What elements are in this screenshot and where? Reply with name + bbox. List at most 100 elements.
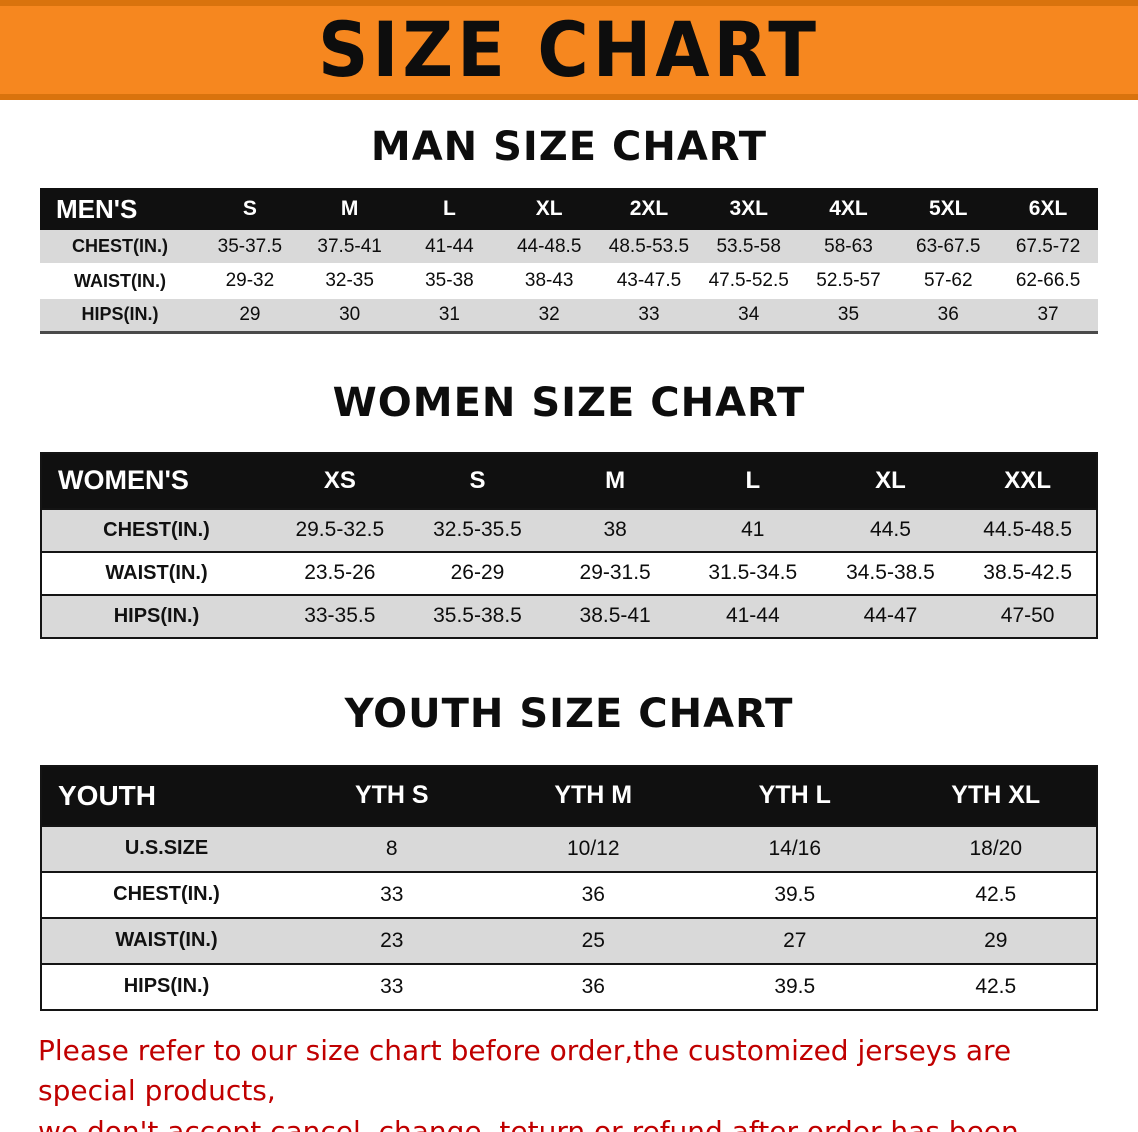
table-cell: 58-63: [824, 235, 873, 257]
table-cell: 39.5: [774, 974, 816, 998]
table-row: CHEST(IN.) 35-37.5 37.5-41 41-44 44-48.5 48.5…: [40, 230, 1098, 264]
banner-title: SIZE CHART: [317, 5, 821, 95]
table-cell: 47.5-52.5: [708, 270, 789, 291]
table-header-row: WOMEN'S XS S M L XL XXL: [41, 452, 1097, 509]
column-header: S: [408, 452, 547, 509]
table-row: CHEST(IN.) 29.5-32.5 32.5-35.5 38 41 44.5 44.5…: [41, 508, 1097, 552]
table-cell: 36: [581, 974, 605, 998]
table-title: YOUTH: [41, 765, 291, 826]
table-cell: 37: [1037, 303, 1059, 325]
table-title: WOMEN'S: [41, 452, 271, 509]
table-cell: 52.5-57: [816, 270, 881, 291]
table-cell: 14/16: [768, 836, 822, 860]
table-cell: 18/20: [969, 836, 1023, 860]
row-label: CHEST(IN.): [103, 518, 210, 541]
row-label: WAIST(IN.): [74, 270, 166, 291]
row-label: HIPS(IN.): [113, 604, 200, 627]
table-cell: 29.5-32.5: [295, 518, 385, 541]
table-cell: 23.5-26: [304, 561, 376, 584]
table-header-row: MEN'S S M L XL 2XL 3XL 4XL 5XL 6XL: [40, 188, 1098, 230]
table-row: WAIST(IN.) 23 25 27 29: [41, 917, 1097, 964]
column-header: 3XL: [698, 188, 799, 230]
table-cell: 33: [380, 974, 404, 998]
table-row: WAIST(IN.) 23.5-26 26-29 29-31.5 31.5-34.5 34…: [41, 551, 1097, 595]
column-header: S: [200, 188, 300, 230]
man-size-chart-section: MAN SIZE CHART MEN'S S M L XL 2XL 3XL 4XL 5XL 6XL…: [0, 124, 1138, 334]
table-cell: 47-50: [1000, 604, 1055, 627]
table-cell: 62-66.5: [1015, 270, 1081, 291]
table-cell: 41-44: [425, 235, 474, 257]
table-cell: 67.5-72: [1015, 235, 1081, 257]
table-cell: 38: [603, 518, 627, 541]
men-size-table: MEN'S S M L XL 2XL 3XL 4XL 5XL 6XL CHEST(IN.) 35-37…: [40, 188, 1098, 334]
table-cell: 37.5-41: [317, 235, 382, 257]
notice-line-1: Please refer to our size chart before or…: [38, 1033, 1012, 1108]
column-header: 2XL: [599, 188, 699, 230]
table-cell: 38-43: [524, 270, 574, 291]
table-cell: 44.5-48.5: [983, 518, 1073, 541]
column-header: M: [546, 452, 684, 509]
table-cell: 35: [837, 303, 860, 325]
table-cell: 33: [638, 303, 660, 325]
table-cell: 25: [581, 928, 605, 952]
table-cell: 39.5: [774, 882, 816, 906]
women-size-table: WOMEN'S XS S M L XL XXL CHEST(IN.) 29.5-32.5 32.5…: [40, 451, 1098, 639]
column-header: YTH M: [492, 765, 694, 826]
table-cell: 34: [738, 303, 760, 325]
table-cell: 8: [385, 836, 398, 860]
man-size-chart-heading: MAN SIZE CHART: [370, 124, 768, 170]
table-row: CHEST(IN.) 33 36 39.5 42.5: [41, 871, 1097, 918]
column-header: 4XL: [798, 188, 899, 230]
table-cell: 36: [581, 882, 605, 906]
table-cell: 10/12: [566, 836, 620, 860]
table-cell: 42.5: [975, 882, 1017, 906]
table-cell: 31.5-34.5: [708, 561, 798, 584]
women-size-chart-section: WOMEN SIZE CHART WOMEN'S XS S M L XL XXL CHEST(…: [0, 380, 1138, 639]
table-cell: 44.5: [870, 518, 911, 541]
table-header-row: YOUTH YTH S YTH M YTH L YTH XL: [41, 765, 1097, 826]
table-row: HIPS(IN.) 29 30 31 32 33 34 35 36 37: [40, 298, 1098, 332]
table-cell: 53.5-58: [716, 235, 781, 257]
table-cell: 32-35: [325, 270, 374, 291]
table-cell: 35.5-38.5: [433, 604, 522, 627]
order-notice: Please refer to our size chart before or…: [0, 1031, 1138, 1132]
row-label: HIPS(IN.): [81, 304, 159, 325]
column-header: XL: [499, 188, 600, 230]
table-cell: 38.5-42.5: [983, 561, 1073, 584]
table-cell: 42.5: [975, 974, 1017, 998]
table-cell: 35-38: [425, 270, 474, 291]
table-cell: 44-47: [863, 604, 918, 627]
column-header: YTH L: [694, 765, 896, 826]
table-row: U.S.SIZE 8 10/12 14/16 18/20: [41, 825, 1097, 872]
table-cell: 41-44: [725, 604, 780, 627]
row-label: CHEST(IN.): [72, 236, 168, 256]
table-cell: 23: [380, 928, 404, 952]
column-header: XL: [821, 452, 960, 509]
table-row: HIPS(IN.) 33-35.5 35.5-38.5 38.5-41 41-44 44-…: [41, 594, 1097, 638]
table-cell: 31: [438, 303, 460, 325]
table-cell: 57-62: [923, 270, 973, 291]
table-cell: 48.5-53.5: [608, 235, 690, 257]
table-cell: 34.5-38.5: [846, 561, 935, 584]
column-header: XXL: [959, 452, 1097, 509]
size-chart-banner: SIZE CHART: [0, 0, 1138, 100]
row-label: HIPS(IN.): [123, 975, 210, 997]
table-cell: 29: [984, 928, 1008, 952]
row-label: WAIST(IN.): [105, 561, 208, 584]
row-label: U.S.SIZE: [124, 837, 209, 859]
table-cell: 36: [937, 303, 959, 325]
column-header: YTH XL: [895, 765, 1097, 826]
table-cell: 63-67.5: [916, 235, 981, 257]
table-cell: 32.5-35.5: [433, 518, 522, 541]
column-header: L: [683, 452, 822, 509]
row-label: CHEST(IN.): [113, 883, 220, 905]
row-label: WAIST(IN.): [115, 929, 218, 951]
table-cell: 35-37.5: [217, 235, 283, 257]
table-cell: 38.5-41: [579, 604, 651, 627]
table-cell: 29-32: [225, 270, 275, 291]
column-header: 6XL: [998, 188, 1098, 230]
column-header: L: [399, 188, 500, 230]
column-header: M: [299, 188, 400, 230]
table-row: HIPS(IN.) 33 36 39.5 42.5: [41, 963, 1097, 1010]
